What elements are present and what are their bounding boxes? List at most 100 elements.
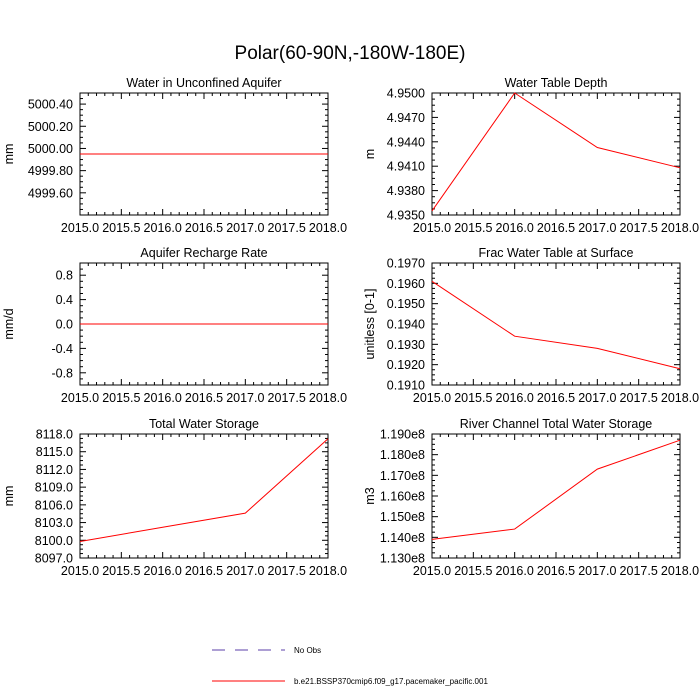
y-tick-label: 0.1940 bbox=[387, 318, 425, 332]
y-tick-label: 0.1930 bbox=[387, 338, 425, 352]
y-tick-label: 4.9410 bbox=[387, 160, 425, 174]
panel-title: Water in Unconfined Aquifer bbox=[126, 76, 281, 90]
y-axis-label: unitless [0-1] bbox=[363, 289, 377, 360]
x-tick-label: 2018.0 bbox=[309, 391, 347, 405]
figure-title: Polar(60-90N,-180W-180E) bbox=[235, 43, 466, 64]
y-tick-label: 4.9500 bbox=[387, 87, 425, 101]
y-tick-label: 1.190e8 bbox=[380, 428, 425, 442]
y-tick-label: 0.1950 bbox=[387, 297, 425, 311]
x-tick-label: 2017.5 bbox=[620, 564, 658, 578]
legend: No Obs b.e21.BSSP370cmip6.f09_g17.pacema… bbox=[212, 646, 488, 686]
panel-water-table-depth: Water Table Depth m 2015.0 2015.5 2016.0 2016… bbox=[363, 76, 699, 235]
plot-frame bbox=[431, 92, 681, 216]
x-tick-label: 2017.5 bbox=[620, 391, 658, 405]
series-line bbox=[79, 438, 329, 542]
y-tick-label: 8103.0 bbox=[35, 516, 73, 530]
x-tick-label: 2016.5 bbox=[537, 391, 575, 405]
y-tick-label: 1.130e8 bbox=[380, 552, 425, 566]
x-tick-label: 2017.0 bbox=[578, 221, 616, 235]
y-tick-label: -0.4 bbox=[51, 342, 73, 356]
y-tick-label: -0.8 bbox=[51, 366, 73, 380]
x-tick-label: 2015.0 bbox=[61, 564, 99, 578]
y-tick-label: 0.1970 bbox=[387, 257, 425, 271]
x-tick-label: 2015.5 bbox=[102, 564, 140, 578]
x-tick-label: 2015.0 bbox=[61, 221, 99, 235]
plot-frame bbox=[431, 433, 681, 559]
y-tick-label: 1.180e8 bbox=[380, 448, 425, 462]
x-tick-label: 2016.0 bbox=[144, 221, 182, 235]
panel-title: Total Water Storage bbox=[149, 417, 259, 431]
x-tick-label: 2017.0 bbox=[578, 564, 616, 578]
x-tick-label: 2015.5 bbox=[102, 391, 140, 405]
panel-title: River Channel Total Water Storage bbox=[460, 417, 653, 431]
x-tick-label: 2016.0 bbox=[144, 391, 182, 405]
x-tick-label: 2015.5 bbox=[102, 221, 140, 235]
x-tick-label: 2016.5 bbox=[185, 391, 223, 405]
x-tick-label: 2016.5 bbox=[185, 564, 223, 578]
y-tick-label: 0.0 bbox=[56, 318, 73, 332]
y-tick-label: 1.160e8 bbox=[380, 490, 425, 504]
x-tick-label: 2018.0 bbox=[309, 564, 347, 578]
x-tick-label: 2018.0 bbox=[661, 221, 699, 235]
y-tick-label: 8100.0 bbox=[35, 534, 73, 548]
x-tick-label: 2015.0 bbox=[413, 564, 451, 578]
y-axis-label: m bbox=[363, 149, 377, 159]
plot-frame bbox=[431, 262, 681, 386]
series-line bbox=[431, 92, 681, 212]
x-tick-label: 2017.0 bbox=[578, 391, 616, 405]
panel-title: Frac Water Table at Surface bbox=[479, 246, 634, 260]
x-tick-label: 2016.5 bbox=[537, 564, 575, 578]
x-tick-label: 2016.0 bbox=[144, 564, 182, 578]
x-tick-label: 2018.0 bbox=[661, 391, 699, 405]
y-tick-label: 0.1960 bbox=[387, 277, 425, 291]
y-axis-label: m3 bbox=[363, 487, 377, 504]
y-tick-label: 0.1910 bbox=[387, 379, 425, 393]
x-tick-label: 2016.0 bbox=[496, 391, 534, 405]
y-axis-label: mm/d bbox=[2, 308, 16, 339]
y-tick-label: 8118.0 bbox=[36, 428, 73, 442]
y-tick-label: 5000.00 bbox=[28, 142, 73, 156]
panel-aquifer-recharge-rate: Aquifer Recharge Rate mm/d 2015.0 2015.5 201… bbox=[2, 246, 347, 405]
x-tick-label: 2016.0 bbox=[496, 221, 534, 235]
x-tick-label: 2017.5 bbox=[620, 221, 658, 235]
y-tick-label: 1.170e8 bbox=[380, 469, 425, 483]
x-tick-label: 2015.0 bbox=[413, 391, 451, 405]
x-tick-label: 2018.0 bbox=[309, 221, 347, 235]
x-tick-label: 2015.0 bbox=[61, 391, 99, 405]
panel-title: Water Table Depth bbox=[505, 76, 608, 90]
series-line bbox=[431, 439, 681, 540]
x-tick-label: 2016.5 bbox=[537, 221, 575, 235]
x-tick-label: 2017.5 bbox=[268, 564, 306, 578]
y-axis-label: mm bbox=[2, 486, 16, 507]
legend-label-model-run: b.e21.BSSP370cmip6.f09_g17.pacemaker_pac… bbox=[294, 677, 488, 686]
y-tick-label: 8106.0 bbox=[35, 498, 73, 512]
x-tick-label: 2017.0 bbox=[226, 564, 264, 578]
x-tick-label: 2017.0 bbox=[226, 221, 264, 235]
x-tick-label: 2015.5 bbox=[454, 221, 492, 235]
x-tick-label: 2015.0 bbox=[413, 221, 451, 235]
series-line bbox=[431, 280, 681, 370]
panel-frac-water-table-at-surface: Frac Water Table at Surface unitless [0-1… bbox=[363, 246, 699, 405]
x-tick-label: 2017.0 bbox=[226, 391, 264, 405]
y-axis-label: mm bbox=[2, 144, 16, 165]
y-tick-label: 4.9380 bbox=[387, 184, 425, 198]
x-tick-label: 2017.5 bbox=[268, 221, 306, 235]
plot-frame bbox=[79, 433, 329, 559]
y-tick-label: 8112.0 bbox=[36, 463, 73, 477]
y-tick-label: 8115.0 bbox=[36, 445, 73, 459]
x-tick-label: 2015.5 bbox=[454, 391, 492, 405]
y-tick-label: 8097.0 bbox=[35, 552, 73, 566]
y-tick-label: 0.4 bbox=[56, 293, 73, 307]
panel-river-channel-total-water-storage: River Channel Total Water Storage m3 2015.… bbox=[363, 417, 699, 578]
y-tick-label: 5000.20 bbox=[28, 120, 73, 134]
panel-title: Aquifer Recharge Rate bbox=[140, 246, 267, 260]
y-tick-label: 4.9440 bbox=[387, 135, 425, 149]
legend-label-no-obs: No Obs bbox=[294, 646, 321, 655]
y-tick-label: 8109.0 bbox=[35, 481, 73, 495]
y-tick-label: 4.9350 bbox=[387, 209, 425, 223]
y-tick-label: 4999.80 bbox=[28, 164, 73, 178]
x-tick-label: 2017.5 bbox=[268, 391, 306, 405]
